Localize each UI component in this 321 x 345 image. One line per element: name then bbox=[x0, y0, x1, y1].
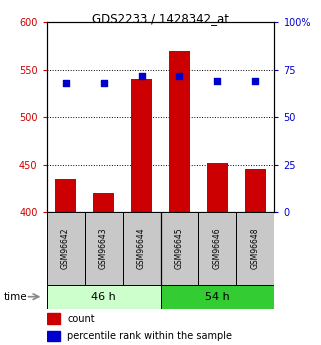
Text: 54 h: 54 h bbox=[205, 292, 230, 302]
Text: GSM96645: GSM96645 bbox=[175, 228, 184, 269]
Bar bbox=[84, 212, 123, 285]
Bar bbox=[47, 285, 160, 309]
Bar bbox=[160, 285, 274, 309]
Text: percentile rank within the sample: percentile rank within the sample bbox=[67, 331, 232, 341]
Bar bbox=[237, 212, 274, 285]
Point bbox=[253, 78, 258, 84]
Point bbox=[215, 78, 220, 84]
Bar bbox=[207, 163, 228, 212]
Point bbox=[63, 80, 68, 86]
Bar bbox=[245, 169, 266, 212]
Text: GSM96648: GSM96648 bbox=[251, 228, 260, 269]
Bar bbox=[47, 313, 60, 324]
Bar bbox=[169, 51, 190, 212]
Text: GDS2233 / 1428342_at: GDS2233 / 1428342_at bbox=[92, 12, 229, 25]
Bar bbox=[47, 212, 84, 285]
Text: time: time bbox=[3, 292, 27, 302]
Bar bbox=[198, 212, 237, 285]
Text: 46 h: 46 h bbox=[91, 292, 116, 302]
Bar bbox=[131, 79, 152, 212]
Text: GSM96642: GSM96642 bbox=[61, 228, 70, 269]
Bar bbox=[123, 212, 160, 285]
Bar bbox=[47, 331, 60, 342]
Bar bbox=[55, 179, 76, 212]
Point bbox=[101, 80, 106, 86]
Bar bbox=[93, 193, 114, 212]
Text: GSM96646: GSM96646 bbox=[213, 228, 222, 269]
Point bbox=[139, 73, 144, 78]
Text: GSM96643: GSM96643 bbox=[99, 228, 108, 269]
Text: count: count bbox=[67, 314, 95, 324]
Text: GSM96644: GSM96644 bbox=[137, 228, 146, 269]
Bar bbox=[160, 212, 198, 285]
Point bbox=[177, 73, 182, 78]
